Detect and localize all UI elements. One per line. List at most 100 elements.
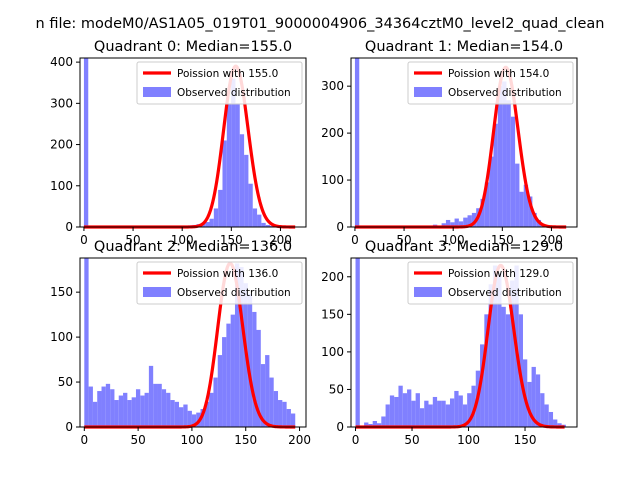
histogram-bar [213,377,218,427]
histogram-bar [282,401,287,427]
histogram-bar [480,344,485,427]
x-tick-label: 200 [288,433,311,447]
histogram-bar [445,404,450,427]
histogram-bar [557,423,562,427]
x-tick-label: 200 [269,233,292,247]
histogram-bar [510,280,515,427]
y-tick-label: 50 [329,382,344,396]
legend-label-observed: Observed distribution [448,287,562,299]
histogram-bar [458,221,464,227]
legend-bar-swatch [414,287,442,297]
histogram-bar [467,215,472,227]
y-tick-label: 0 [336,220,344,234]
histogram-bar [532,212,537,227]
histogram-bar [506,100,511,227]
histogram-bar [462,404,468,427]
legend-bar-swatch [414,87,442,97]
histogram-bar [488,284,493,427]
histogram-bar [157,383,162,427]
x-tick-label: 50 [396,233,411,247]
y-tick-label: 200 [50,138,73,152]
legend-bar-swatch [143,87,171,97]
histogram-bar [531,366,536,427]
legend-box [136,261,303,305]
histogram-bar [445,219,451,227]
histogram-bar [492,265,498,427]
histogram-bar [273,391,279,427]
x-tick-label: 50 [125,233,140,247]
histogram-bar [497,86,503,228]
histogram-bar [290,413,296,427]
x-tick-label: 200 [540,233,563,247]
histogram-bar [463,217,468,227]
panel-title: Quadrant 2: Median=136.0 [94,239,292,255]
histogram-bar [449,398,455,427]
histogram-bar [437,400,442,427]
axes-frame [350,57,578,228]
histogram-bar [489,156,494,227]
y-tick-label: 100 [50,179,73,193]
histogram-bar [148,365,154,427]
histogram-bar [278,400,283,427]
legend-label-observed: Observed distribution [448,87,562,99]
histogram-bar [105,383,111,427]
histogram-bar [269,377,274,427]
x-tick-label: 0 [352,433,360,447]
histogram-bar [174,401,180,427]
histogram-bar [523,184,529,227]
histogram-bar [428,404,433,427]
histogram-bar [265,355,270,427]
histogram-bar [364,422,369,427]
y-tick-label: 150 [50,285,73,299]
y-tick-label: 100 [321,345,344,359]
histogram-bar [83,58,89,227]
panel-title: Quadrant 0: Median=155.0 [94,39,292,55]
histogram-bar [471,212,477,227]
histogram-bar [354,58,360,227]
x-tick-label: 150 [491,233,514,247]
panel-quadrant-3: 0 50 100 150 0 50 100 150 200 Quadrant 3: Median=… [321,239,578,447]
histogram-bar [355,258,360,427]
histogram-bar [381,416,386,427]
x-tick-label: 0 [351,233,359,247]
axes-frame [79,57,307,228]
histogram-bar [97,391,102,427]
legend-box [407,61,574,105]
x-tick-label: 50 [130,433,145,447]
histogram-bar [114,400,119,427]
histogram-bar [166,392,171,427]
x-tick-label: 150 [514,433,537,447]
legend-box [136,61,303,105]
histogram-bar [101,386,106,427]
histogram-bar [144,392,149,427]
histogram-bar [372,420,377,427]
histogram-bar [252,208,258,227]
histogram-bar [247,293,253,427]
panel-quadrant-0: 0 50 100 150 200 0 100 200 300 400 Quadrant 0: Med… [50,39,307,247]
histogram-bar [385,404,390,427]
axes-frame [79,257,307,428]
histogram-bar [248,183,253,227]
histogram-bar [376,423,382,427]
x-tick-label: 50 [404,433,419,447]
legend: Poission with 154.0 Observed distribution [407,61,574,105]
histogram-bar [544,404,549,427]
y-tick-label: 300 [321,79,344,93]
panel-quadrant-2: 0 50 100 150 200 0 50 100 150 Quadrant 2: Median=… [50,239,311,447]
y-tick-label: 0 [65,420,73,434]
legend-bar-swatch [143,287,171,297]
legend-label-observed: Observed distribution [177,287,291,299]
histogram-bar [441,400,446,427]
legend-label-fit: Poission with 136.0 [177,268,278,280]
histogram-bar [179,407,184,427]
histogram-bar [252,311,257,427]
histogram-bar [528,196,533,227]
histogram-bar [239,266,244,427]
histogram-bar [213,208,219,227]
histogram-bar [501,306,506,427]
histogram-bar [222,337,227,427]
histogram-bar [502,81,507,227]
histogram-bar [118,395,124,427]
histogram-bar [407,389,412,427]
